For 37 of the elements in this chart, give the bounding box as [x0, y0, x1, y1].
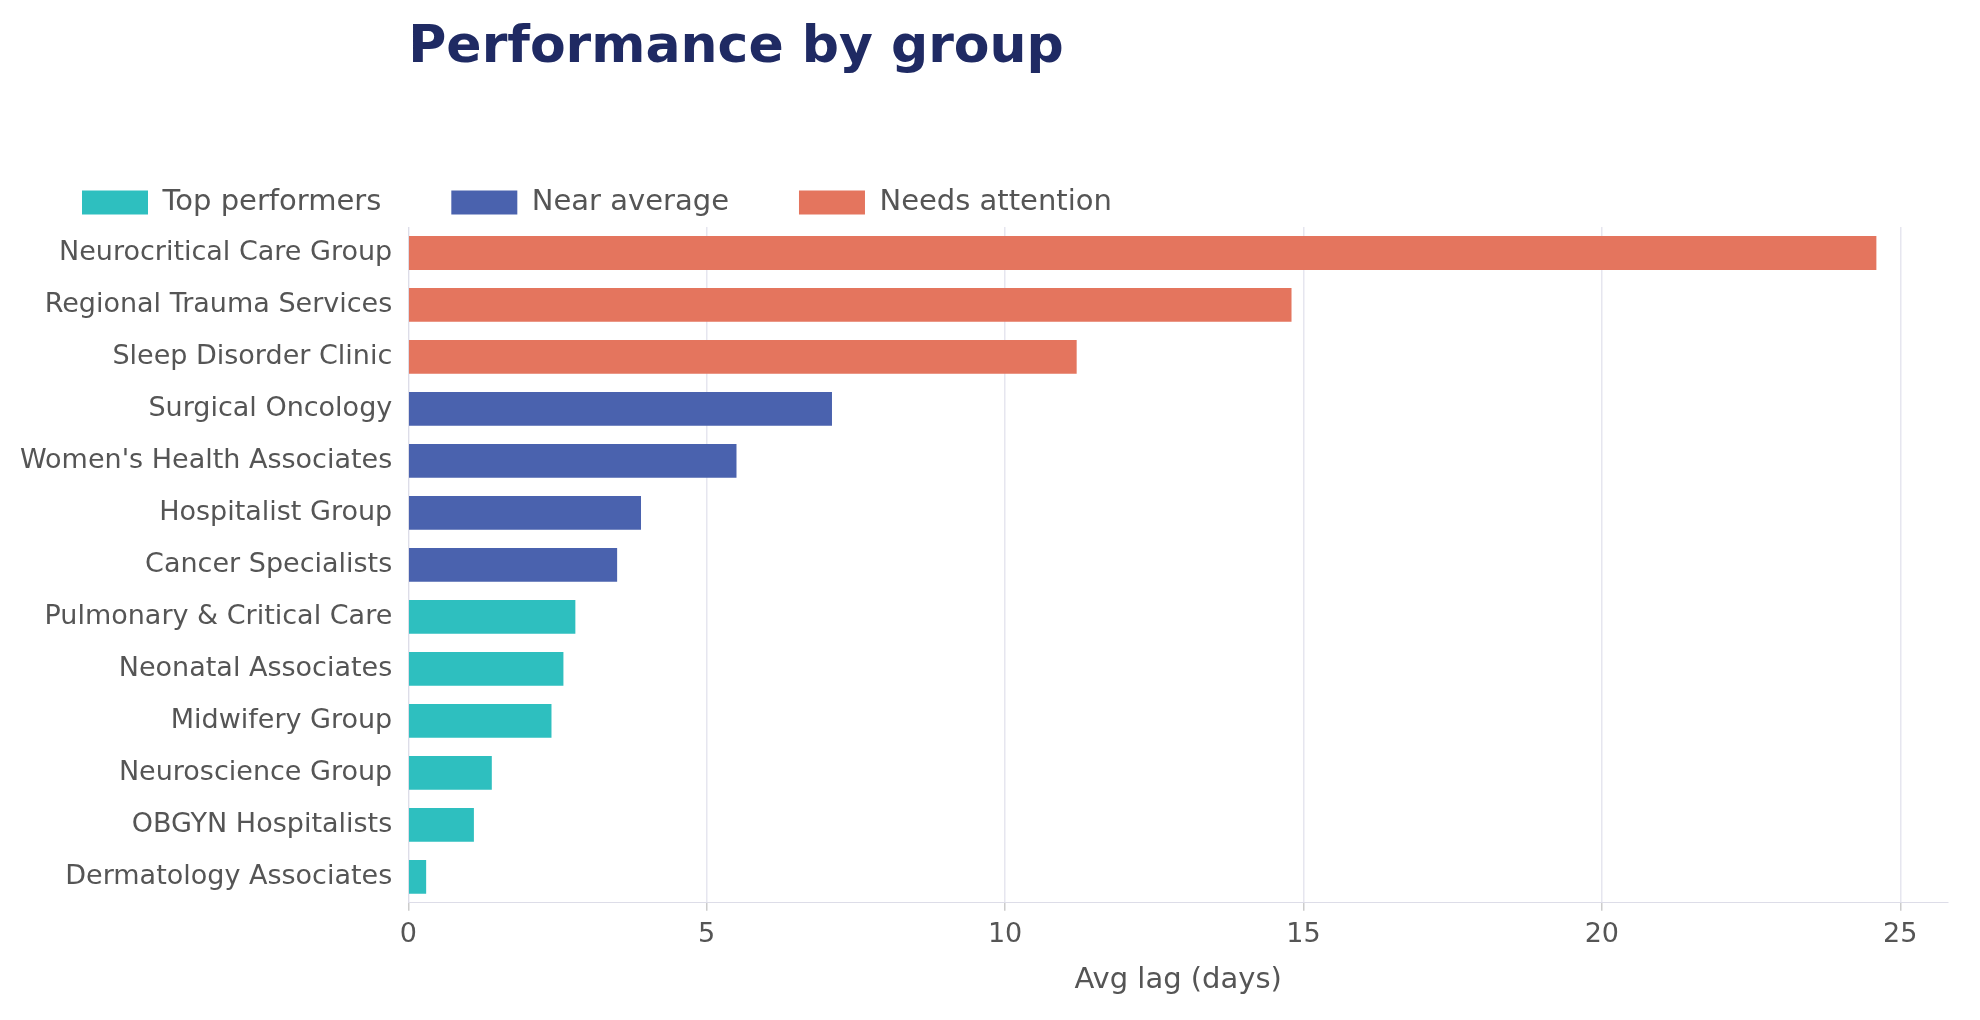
- y-tick-label: Neonatal Associates: [118, 650, 393, 682]
- y-tick-label: Pulmonary & Critical Care: [44, 598, 393, 630]
- x-axis-title: Avg lag (days): [1074, 961, 1282, 996]
- x-tick-label: 10: [987, 917, 1023, 949]
- bar: [409, 496, 642, 530]
- bar: [409, 340, 1077, 374]
- bar: [409, 755, 492, 790]
- bar: [409, 288, 1292, 322]
- bar: [409, 236, 1877, 270]
- legend-label: Near average: [531, 183, 729, 218]
- x-tick-label: 0: [399, 917, 417, 949]
- y-tick-label: Dermatology Associates: [65, 858, 393, 890]
- bar: [409, 392, 832, 426]
- y-tick-label: Women's Health Associates: [19, 442, 393, 474]
- bar: [409, 703, 552, 738]
- bar: [409, 859, 427, 894]
- x-tick-label: 25: [1883, 917, 1918, 949]
- bar: [409, 548, 618, 582]
- bar: [409, 599, 576, 634]
- y-tick-label: Regional Trauma Services: [44, 286, 393, 318]
- legend-label: Needs attention: [879, 183, 1112, 218]
- y-tick-label: Midwifery Group: [170, 702, 393, 734]
- y-tick-label: Neuroscience Group: [118, 754, 393, 786]
- x-tick-label: 15: [1286, 917, 1321, 949]
- y-tick-label: Hospitalist Group: [159, 494, 393, 526]
- legend-label: Top performers: [161, 183, 382, 218]
- bar: [409, 807, 474, 842]
- y-tick-label: Neurocritical Care Group: [58, 235, 393, 267]
- bar: [409, 444, 737, 478]
- y-tick-label: Sleep Disorder Clinic: [112, 338, 393, 370]
- chart-title: Performance by group: [408, 13, 1064, 74]
- bar: [409, 651, 564, 686]
- y-tick-label: Surgical Oncology: [148, 390, 393, 422]
- y-tick-label: OBGYN Hospitalists: [131, 806, 393, 838]
- y-tick-label: Cancer Specialists: [145, 546, 393, 578]
- x-tick-label: 20: [1584, 917, 1620, 949]
- x-tick-label: 5: [698, 917, 716, 949]
